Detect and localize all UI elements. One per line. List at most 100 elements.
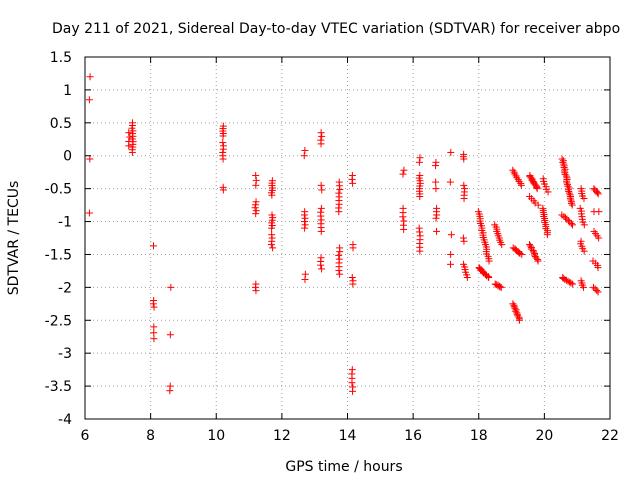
data-point	[348, 175, 356, 183]
data-point	[510, 303, 518, 311]
data-point	[460, 195, 468, 203]
data-point	[85, 209, 93, 217]
data-point	[485, 257, 493, 265]
data-points	[85, 73, 603, 395]
data-point	[149, 300, 157, 308]
data-point	[318, 132, 326, 140]
data-point	[534, 201, 542, 209]
data-point	[301, 275, 309, 283]
data-point	[563, 179, 571, 187]
x-tick-label: 14	[339, 428, 357, 444]
y-axis-title: SDTVAR / TECUs	[6, 181, 22, 296]
data-point	[301, 214, 309, 222]
data-point	[336, 248, 344, 256]
data-point	[580, 283, 588, 291]
data-point	[432, 178, 440, 186]
data-point	[251, 204, 259, 212]
data-point	[447, 231, 455, 239]
data-point	[580, 195, 588, 203]
axis-ticks: 6 8 10 12 14 16 18 20 22 1.5 1 0.5 0 -0.5 -1 -1.5 -2 -2.5…	[45, 50, 619, 444]
x-tick-label: 8	[146, 428, 155, 444]
data-point	[567, 199, 575, 207]
data-point	[492, 281, 500, 289]
data-point	[415, 158, 423, 166]
data-point	[416, 228, 424, 236]
y-tick-label: -1.5	[45, 247, 72, 263]
data-point	[565, 189, 573, 197]
data-point	[432, 185, 440, 193]
data-point	[252, 181, 260, 189]
data-point	[318, 186, 326, 194]
data-point	[166, 387, 174, 395]
data-point	[399, 213, 407, 221]
data-point	[219, 186, 227, 194]
data-point	[317, 140, 325, 148]
data-point	[530, 248, 538, 256]
data-point	[567, 219, 575, 227]
data-point	[485, 273, 493, 281]
y-tick-label: -2.5	[45, 313, 72, 329]
data-point	[267, 241, 275, 249]
data-point	[268, 191, 276, 199]
y-tick-label: 0	[63, 149, 72, 165]
data-point	[268, 224, 276, 232]
data-point	[219, 145, 227, 153]
data-point	[400, 166, 408, 174]
chart-title: Day 211 of 2021, Sidereal Day-to-day VTE…	[52, 21, 620, 37]
data-point	[416, 193, 424, 201]
data-point	[399, 170, 407, 178]
x-tick-label: 16	[404, 428, 422, 444]
data-point	[509, 300, 517, 308]
data-point	[318, 265, 326, 273]
data-point	[544, 188, 552, 196]
data-point	[595, 208, 603, 216]
data-point	[515, 316, 523, 324]
data-point	[527, 242, 535, 250]
x-axis-title: GPS time / hours	[285, 459, 402, 475]
data-point	[447, 260, 455, 268]
data-point	[580, 247, 588, 255]
data-point	[85, 96, 93, 104]
y-tick-label: -0.5	[45, 182, 72, 198]
x-tick-label: 20	[535, 428, 553, 444]
y-tick-label: 1.5	[50, 50, 72, 66]
data-point	[463, 273, 471, 281]
data-point	[317, 181, 325, 189]
data-point	[219, 132, 227, 140]
data-point	[269, 244, 277, 252]
data-point	[432, 162, 440, 170]
y-tick-label: -2	[58, 280, 72, 296]
data-point	[150, 303, 158, 311]
data-point	[433, 227, 441, 235]
data-point	[301, 146, 309, 154]
data-point	[301, 221, 309, 229]
data-point	[335, 266, 343, 274]
x-tick-label: 18	[470, 428, 488, 444]
data-point	[497, 283, 505, 291]
grid-lines	[85, 57, 610, 419]
data-point	[530, 251, 538, 259]
x-tick-label: 10	[207, 428, 225, 444]
data-point	[317, 227, 325, 235]
x-tick-label: 12	[273, 428, 291, 444]
data-point	[514, 312, 522, 320]
data-point	[567, 196, 575, 204]
data-point	[447, 148, 455, 156]
data-point	[433, 211, 441, 219]
data-point	[348, 273, 356, 281]
y-tick-label: -4	[58, 412, 72, 428]
data-point	[533, 185, 541, 193]
data-point	[252, 171, 260, 179]
data-point	[591, 285, 599, 293]
data-point	[150, 329, 158, 337]
y-tick-label: -3	[58, 346, 72, 362]
data-point	[219, 139, 227, 147]
data-point	[593, 189, 601, 197]
data-point	[563, 181, 571, 189]
data-point	[348, 379, 356, 387]
data-point	[496, 283, 504, 291]
data-point	[335, 251, 343, 259]
data-point	[460, 237, 468, 245]
